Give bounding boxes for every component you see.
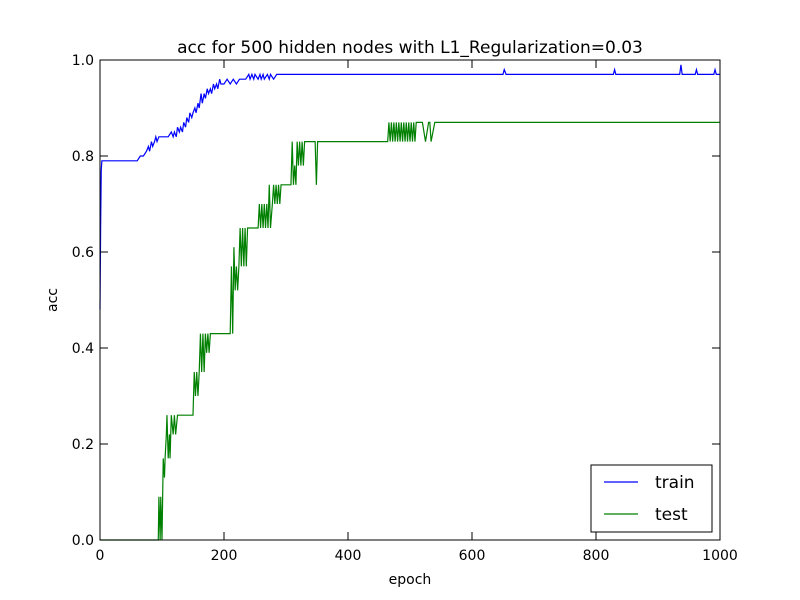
y-tick-label: 1.0: [72, 53, 94, 69]
chart-title: acc for 500 hidden nodes with L1_Regular…: [177, 38, 643, 58]
y-tick-label: 0.2: [72, 437, 94, 453]
y-tick-label: 0.8: [72, 149, 94, 165]
plot-area: [99, 64, 720, 541]
legend-label-train: train: [655, 473, 695, 493]
x-tick-label: 200: [211, 548, 238, 564]
y-axis-label: acc: [45, 288, 61, 312]
x-tick-label: 1000: [702, 548, 738, 564]
legend: train test: [590, 464, 713, 533]
y-tick-label: 0.4: [72, 341, 94, 357]
x-axis-label: epoch: [389, 572, 432, 588]
x-tick-label: 600: [459, 548, 486, 564]
series-line-test: [100, 121, 720, 541]
x-tick-label: 0: [96, 548, 105, 564]
y-tick-label: 0.6: [72, 245, 94, 261]
x-tick-label: 400: [335, 548, 362, 564]
legend-label-test: test: [655, 505, 688, 525]
plot-frame: [99, 59, 721, 541]
x-tick-label: 800: [583, 548, 610, 564]
y-tick-label: 0.0: [72, 533, 94, 549]
series-line-train: [99, 64, 720, 310]
legend-box: [590, 464, 713, 533]
